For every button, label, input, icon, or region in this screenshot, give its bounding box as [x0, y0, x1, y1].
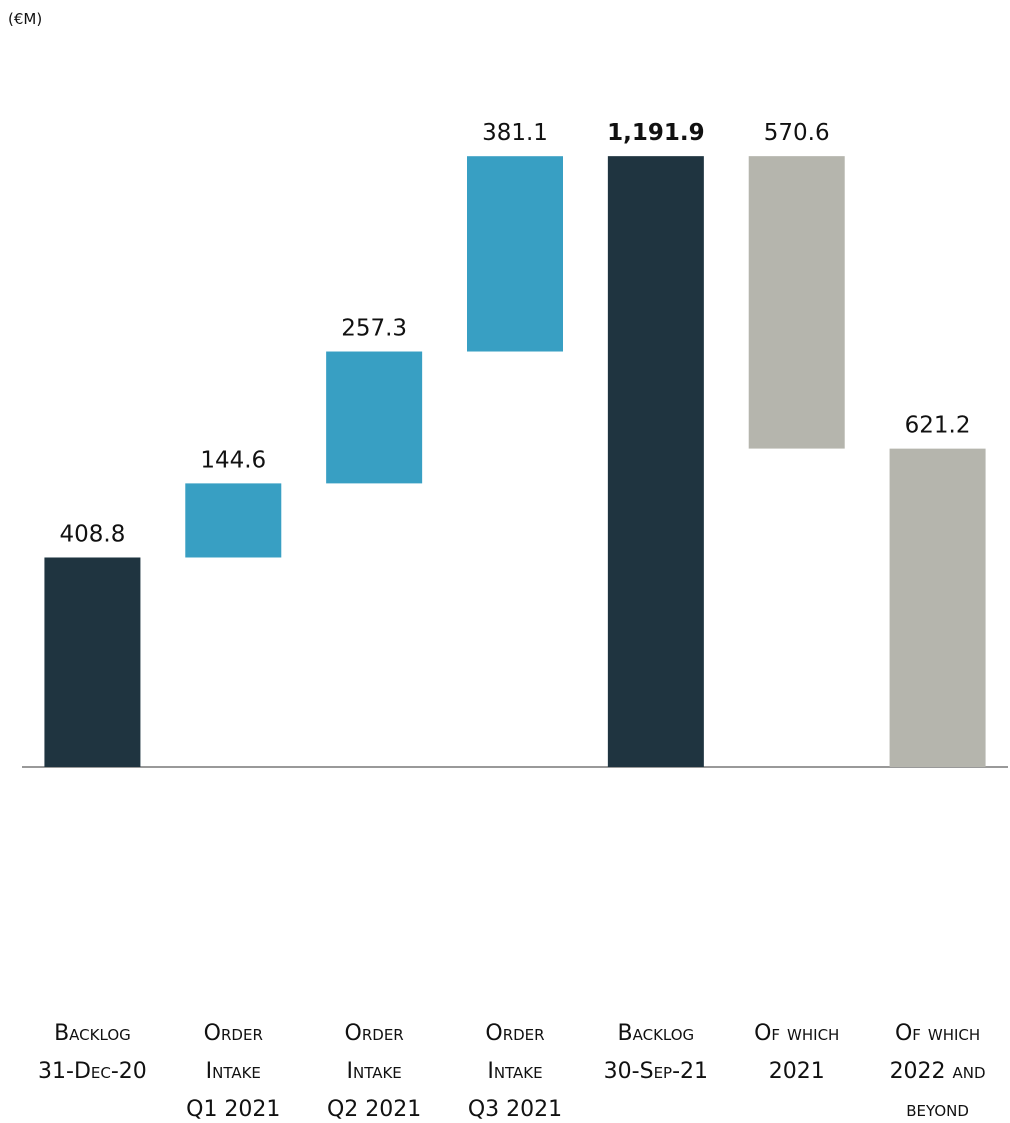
x-tick-label: Order [204, 1021, 263, 1046]
x-tick-label: 2022 and [890, 1059, 986, 1084]
bar [889, 448, 986, 767]
bar [326, 351, 423, 484]
x-tick-label: Intake [206, 1059, 261, 1084]
x-tick-label: Q1 2021 [186, 1097, 280, 1122]
x-tick-label: Intake [346, 1059, 401, 1084]
x-tick-label: Intake [487, 1059, 542, 1084]
bar [748, 156, 845, 449]
x-tick-label: Order [485, 1021, 544, 1046]
x-tick-label: Of which [895, 1021, 980, 1046]
value-label: 570.6 [764, 120, 830, 146]
x-tick-label: beyond [906, 1097, 969, 1122]
value-label: 408.8 [59, 521, 125, 547]
x-tick-label: Order [345, 1021, 404, 1046]
chart-subtitle: (€M) [8, 10, 42, 28]
x-tick-label: 2021 [769, 1059, 825, 1084]
value-label: 1,191.9 [607, 120, 705, 146]
bar [607, 156, 704, 767]
x-tick-label: Q2 2021 [327, 1097, 421, 1122]
x-tick-label: 30-Sep-21 [604, 1059, 708, 1084]
x-tick-label: Backlog [618, 1021, 695, 1046]
bar [467, 156, 563, 352]
value-label: 144.6 [200, 447, 266, 473]
x-tick-label: Of which [754, 1021, 839, 1046]
x-tick-label: 31-Dec-20 [38, 1059, 147, 1084]
value-label: 257.3 [341, 316, 407, 342]
bar [185, 483, 282, 558]
x-tick-label: Backlog [54, 1021, 131, 1046]
value-label: 381.1 [482, 120, 548, 146]
bar [44, 557, 141, 767]
value-label: 621.2 [905, 413, 971, 439]
x-tick-label: Q3 2021 [468, 1097, 562, 1122]
